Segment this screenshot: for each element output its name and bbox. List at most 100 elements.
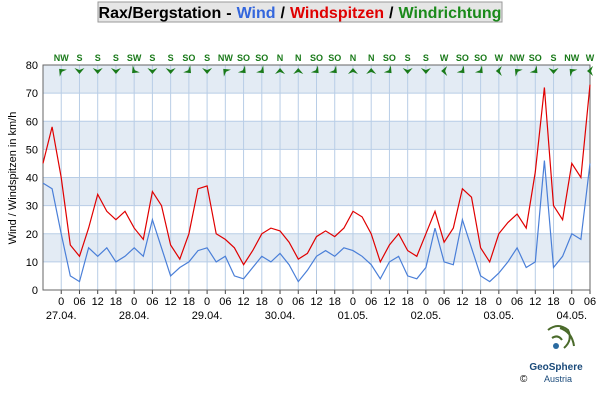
direction-label: W	[586, 53, 595, 63]
y-tick-label: 60	[26, 116, 38, 128]
series-line	[42, 84, 591, 266]
x-tick-label: 18	[329, 296, 341, 308]
direction-label: SO	[474, 53, 487, 63]
title-wind: Wind	[237, 5, 276, 22]
direction-label: SO	[237, 53, 250, 63]
date-label: 27.04.	[46, 310, 77, 322]
title-gust: Windspitzen	[290, 5, 384, 22]
direction-label: NW	[564, 53, 579, 63]
direction-arrow	[495, 66, 502, 76]
direction-arrow	[402, 68, 413, 74]
x-tick-label: 0	[569, 296, 575, 308]
direction-label: SO	[182, 53, 195, 63]
direction-arrow	[59, 68, 67, 77]
direction-label: SO	[456, 53, 469, 63]
x-tick-label: 12	[237, 296, 249, 308]
direction-arrow	[587, 66, 593, 76]
y-tick-label: 20	[26, 229, 38, 241]
direction-arrow	[223, 68, 231, 77]
y-tick-label: 0	[32, 285, 38, 297]
x-tick-label: 0	[204, 296, 210, 308]
y-tick-label: 70	[26, 88, 38, 100]
direction-arrow	[147, 68, 158, 74]
x-tick-label: 12	[165, 296, 177, 308]
date-label: 01.05.	[338, 310, 369, 322]
date-label: 04.05.	[556, 310, 587, 322]
direction-arrow	[132, 65, 140, 74]
direction-label: W	[440, 53, 449, 63]
y-tick-label: 10	[26, 257, 38, 269]
x-tick-label: 06	[219, 296, 231, 308]
direction-arrow	[347, 68, 358, 74]
direction-label: SO	[529, 53, 542, 63]
direction-label: SO	[328, 53, 341, 63]
title-direction: Windrichtung	[399, 5, 502, 22]
x-tick-label: 12	[92, 296, 104, 308]
direction-arrow	[529, 65, 538, 74]
x-tick-label: 06	[146, 296, 158, 308]
direction-label: S	[551, 53, 557, 63]
date-label: 02.05.	[411, 310, 442, 322]
direction-label: S	[149, 53, 155, 63]
direction-arrow	[366, 68, 377, 74]
title-box	[97, 1, 503, 23]
x-tick-label: 0	[496, 296, 502, 308]
direction-arrow	[92, 68, 103, 74]
x-tick-label: 06	[438, 296, 450, 308]
direction-label: NW	[218, 53, 233, 63]
direction-arrow	[383, 65, 392, 74]
direction-arrow	[310, 65, 319, 74]
chart-title: Rax/Bergstation - Wind / Windspitzen / Windric…	[99, 5, 502, 22]
direction-label: S	[113, 53, 119, 63]
direction-label: S	[423, 53, 429, 63]
title-sep: -	[226, 5, 231, 22]
direction-label: S	[405, 53, 411, 63]
direction-arrow	[569, 68, 578, 77]
direction-arrow	[420, 68, 431, 74]
copyright: ©	[520, 374, 528, 385]
direction-arrow	[329, 65, 337, 74]
logo-name: GeoSphere	[529, 362, 583, 373]
direction-arrow	[293, 68, 304, 74]
direction-label: S	[76, 53, 82, 63]
direction-label: SO	[310, 53, 323, 63]
date-label: 30.04.	[265, 310, 296, 322]
direction-label: NW	[510, 53, 525, 63]
direction-arrow	[256, 65, 264, 74]
x-tick-label: 12	[310, 296, 322, 308]
x-tick-label: 12	[383, 296, 395, 308]
y-tick-label: 80	[26, 60, 38, 72]
direction-arrow	[183, 65, 191, 74]
direction-label: NW	[54, 53, 69, 63]
direction-label: SO	[255, 53, 268, 63]
x-tick-label: 18	[474, 296, 486, 308]
title-station: Rax/Bergstation	[99, 5, 222, 22]
x-tick-label: 0	[423, 296, 429, 308]
logo-icon	[547, 325, 575, 349]
direction-label: SO	[383, 53, 396, 63]
direction-arrow	[548, 68, 559, 74]
date-label: 28.04.	[119, 310, 150, 322]
series-line	[42, 160, 591, 283]
title-sep: /	[389, 5, 394, 22]
logo-sub: Austria	[544, 374, 572, 384]
direction-arrow	[441, 66, 448, 76]
x-tick-label: 06	[365, 296, 377, 308]
direction-arrow	[74, 68, 85, 74]
direction-arrow	[514, 68, 523, 77]
x-tick-label: 0	[350, 296, 356, 308]
plot-border	[42, 64, 591, 291]
direction-label: S	[204, 53, 210, 63]
x-tick-label: 12	[456, 296, 468, 308]
x-tick-label: 06	[292, 296, 304, 308]
title-sep: /	[281, 5, 286, 22]
direction-label: N	[295, 53, 302, 63]
x-tick-label: 18	[256, 296, 268, 308]
direction-arrow	[165, 68, 176, 74]
x-tick-label: 06	[73, 296, 85, 308]
direction-label: N	[350, 53, 357, 63]
y-tick-label: 40	[26, 173, 38, 185]
direction-arrow	[237, 65, 246, 74]
x-tick-label: 18	[402, 296, 414, 308]
